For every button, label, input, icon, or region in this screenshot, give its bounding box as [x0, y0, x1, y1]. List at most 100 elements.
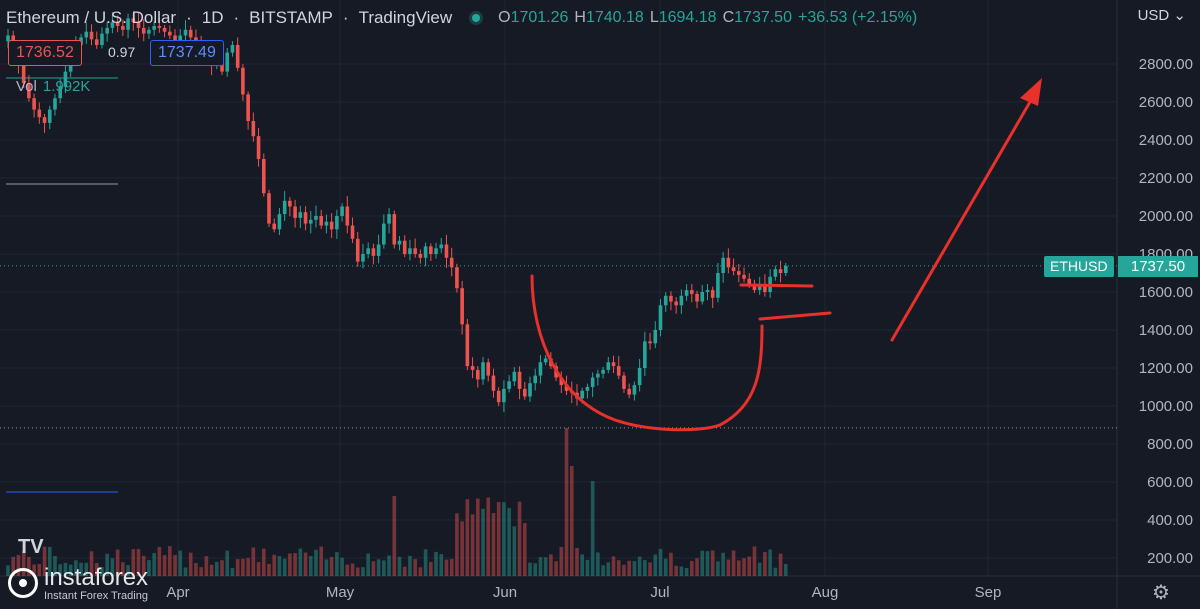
candle-body: [606, 362, 611, 370]
volume-bar: [53, 555, 57, 576]
volume-bar: [731, 550, 736, 576]
volume-bar: [121, 562, 125, 576]
volume-bar: [742, 558, 746, 576]
time-tick-label: May: [326, 584, 355, 601]
candle-body: [251, 121, 256, 137]
volume-bar: [152, 552, 156, 576]
volume-bar: [538, 557, 543, 576]
candle-body: [695, 293, 699, 302]
volume-bar: [517, 501, 522, 576]
volume-legend[interactable]: Vol 1.992K: [16, 78, 90, 95]
candle-body: [121, 26, 125, 30]
volume-bar: [345, 564, 350, 576]
volume-bar: [616, 560, 621, 576]
candle-body: [564, 385, 569, 391]
candle-body: [261, 159, 266, 194]
candle-body: [105, 27, 109, 34]
candle-body: [413, 248, 417, 254]
handle-top-line: [739, 283, 814, 288]
volume-bar: [423, 549, 428, 576]
candle-body: [382, 223, 386, 245]
high-value: 1740.18: [585, 9, 644, 26]
price-axis[interactable]: 200.00 400.00 600.00 800.00 1000.00 1200.00 14…: [1139, 56, 1193, 567]
volume-bar: [710, 550, 715, 576]
volume-bar: [329, 556, 334, 576]
volume-bar: [141, 555, 146, 576]
symbol-price-label: ETHUSD: [1044, 256, 1114, 277]
sell-button[interactable]: 1736.52: [8, 40, 82, 66]
change-value: +36.53 (+2.15%): [797, 9, 918, 26]
candle-body: [439, 244, 444, 249]
candle-body: [611, 362, 616, 367]
volume-bar: [408, 555, 412, 576]
volume-bar: [366, 553, 370, 576]
candle-body: [731, 267, 736, 272]
candle-body: [298, 212, 303, 218]
volume-bar: [32, 564, 36, 576]
candle-body: [241, 67, 245, 95]
candle-body: [429, 246, 433, 254]
volume-bar: [773, 567, 778, 576]
candle-body: [434, 248, 438, 254]
volume-bar: [476, 498, 480, 576]
tradingview-logo[interactable]: TV: [18, 536, 44, 558]
candle-body: [757, 284, 762, 291]
candle-body: [418, 254, 423, 258]
volume-bar: [418, 567, 423, 576]
volume-bar: [230, 567, 235, 576]
candle-body: [449, 257, 454, 268]
volume-bar: [308, 556, 313, 576]
currency-selector[interactable]: USD ⌄: [1138, 6, 1186, 24]
volume-bar: [168, 546, 172, 576]
volume-bar: [669, 552, 673, 576]
volume-bar: [387, 555, 391, 576]
candle-body: [648, 341, 652, 344]
volume-bar: [27, 557, 31, 576]
candle-body: [136, 22, 141, 28]
price-tick-label: 1000.00: [1139, 398, 1193, 415]
candle-body: [444, 244, 449, 258]
time-tick-label: Sep: [975, 584, 1002, 601]
volume-bar: [183, 567, 188, 576]
volume-bar: [94, 563, 99, 576]
time-tick-label: Jul: [650, 584, 669, 601]
candle-body: [522, 388, 527, 397]
time-axis[interactable]: Apr May Jun Jul Aug Sep: [166, 584, 1001, 601]
watermark-subtitle: Instant Forex Trading: [44, 590, 148, 602]
volume-bar: [549, 554, 553, 576]
volume-bar: [434, 551, 438, 576]
gear-icon[interactable]: ⚙: [1152, 582, 1170, 604]
volume-bar: [11, 556, 16, 576]
symbol-name[interactable]: Ethereum / U.S. Dollar: [6, 8, 177, 27]
candle-body: [674, 301, 678, 306]
time-tick-label: Aug: [812, 584, 839, 601]
interval-label[interactable]: 1D: [201, 8, 224, 27]
market-status-icon: [472, 14, 481, 22]
volume-bar: [256, 562, 261, 576]
drawing-annotations[interactable]: [530, 78, 1042, 432]
volume-bar: [397, 556, 402, 576]
candle-body: [42, 117, 47, 123]
volume-bar: [147, 560, 151, 576]
volume-bar: [47, 546, 52, 576]
buy-button[interactable]: 1737.49: [150, 40, 224, 66]
volume-bar: [74, 560, 78, 576]
volume-bar: [314, 549, 318, 576]
candle-body: [737, 271, 741, 275]
candle-body: [392, 214, 397, 245]
candle-body: [256, 136, 261, 159]
candle-body: [690, 290, 694, 294]
volume-bar: [590, 481, 595, 576]
volume-bar: [596, 552, 600, 576]
volume-bar: [282, 558, 287, 576]
volume-bar: [84, 562, 89, 576]
volume-bar: [157, 546, 162, 576]
candle-body: [371, 248, 376, 256]
candle-body: [47, 109, 52, 123]
volume-bar: [559, 546, 564, 576]
candle-body: [178, 35, 183, 42]
candle-body: [168, 31, 172, 36]
volume-bar: [355, 567, 360, 576]
handle-bottom-line: [758, 311, 832, 321]
